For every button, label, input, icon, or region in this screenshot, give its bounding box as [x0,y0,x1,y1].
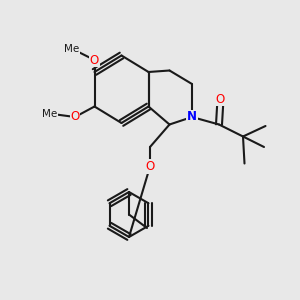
Text: N: N [187,110,197,124]
Text: O: O [90,53,99,67]
Text: O: O [216,92,225,106]
Text: O: O [70,110,80,124]
Text: O: O [146,160,154,173]
Text: Me: Me [64,44,80,55]
Text: Me: Me [42,109,57,119]
